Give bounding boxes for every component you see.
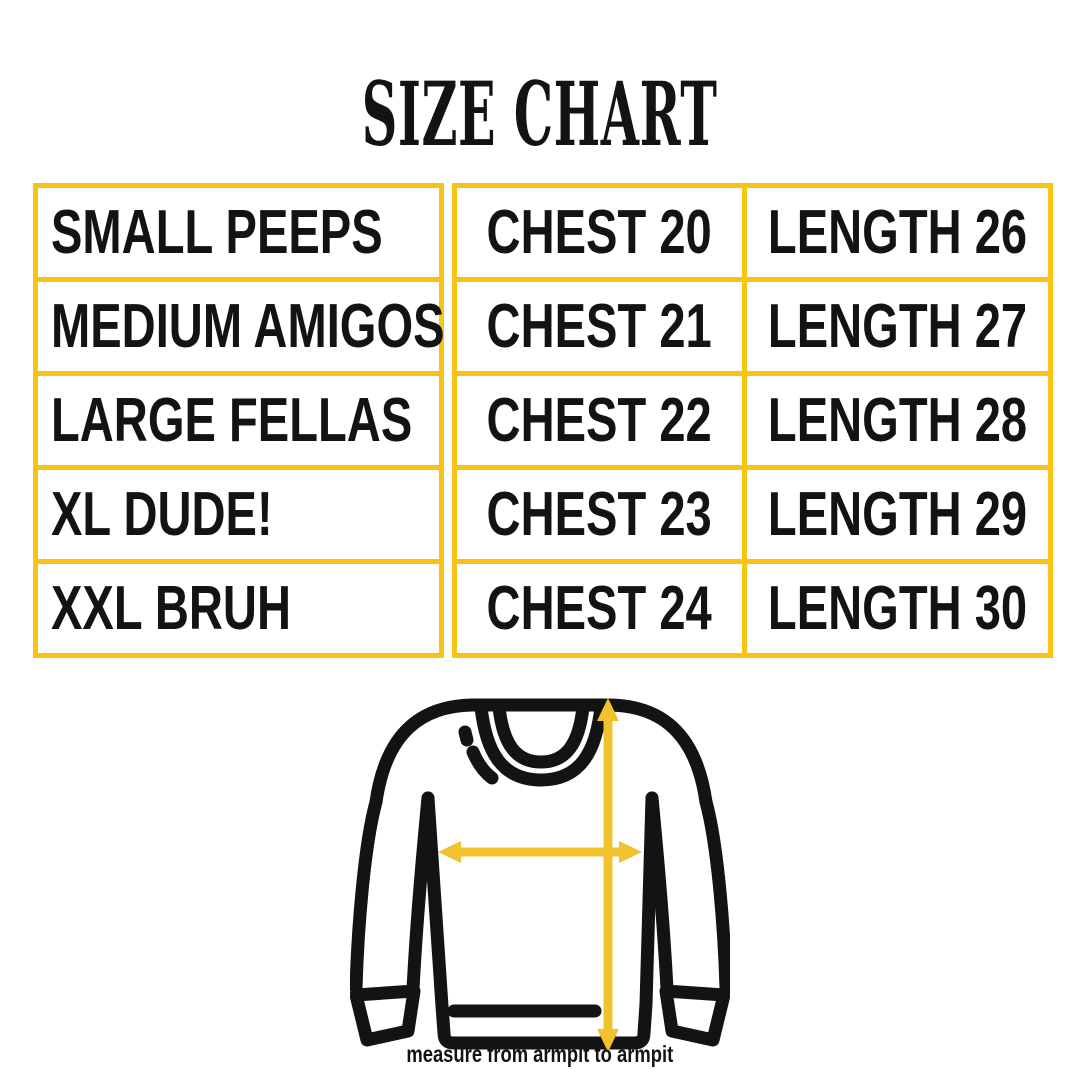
length-arrow (597, 698, 619, 1052)
size-table: SMALL PEEPS MEDIUM AMIGOS LARGE FELLAS X… (33, 183, 1053, 658)
length-column: LENGTH 26 LENGTH 27 LENGTH 28 LENGTH 29 … (742, 183, 1053, 658)
sweatshirt-icon (350, 698, 730, 1052)
length-cell: LENGTH 30 (747, 559, 1048, 653)
chest-cell: CHEST 24 (457, 559, 742, 653)
size-cell: SMALL PEEPS (51, 197, 383, 267)
measurement-diagram (350, 690, 730, 1060)
sweatshirt-outline (350, 698, 730, 1050)
chest-width-arrow (438, 841, 642, 863)
size-cell: LARGE FELLAS (38, 371, 439, 465)
size-cell: XXL BRUH (38, 559, 439, 653)
chest-cell: CHEST 20 (486, 197, 713, 267)
length-cell: LENGTH 27 (747, 277, 1048, 371)
size-cell: XL DUDE! (38, 465, 439, 559)
chest-column: CHEST 20 CHEST 21 CHEST 22 CHEST 23 CHES… (452, 183, 747, 658)
size-column: SMALL PEEPS MEDIUM AMIGOS LARGE FELLAS X… (33, 183, 445, 658)
chest-cell: CHEST 21 (457, 277, 742, 371)
chest-cell: CHEST 23 (457, 465, 742, 559)
length-cell: LENGTH 26 (767, 197, 1028, 267)
length-cell: LENGTH 29 (747, 465, 1048, 559)
length-cell: LENGTH 28 (747, 371, 1048, 465)
size-cell: MEDIUM AMIGOS (38, 277, 445, 371)
chest-cell: CHEST 22 (457, 371, 742, 465)
measurement-caption: measure from armpit to armpit (406, 1041, 674, 1067)
page-title: SIZE CHART (0, 70, 1080, 158)
page-title-text: SIZE CHART (362, 62, 718, 166)
